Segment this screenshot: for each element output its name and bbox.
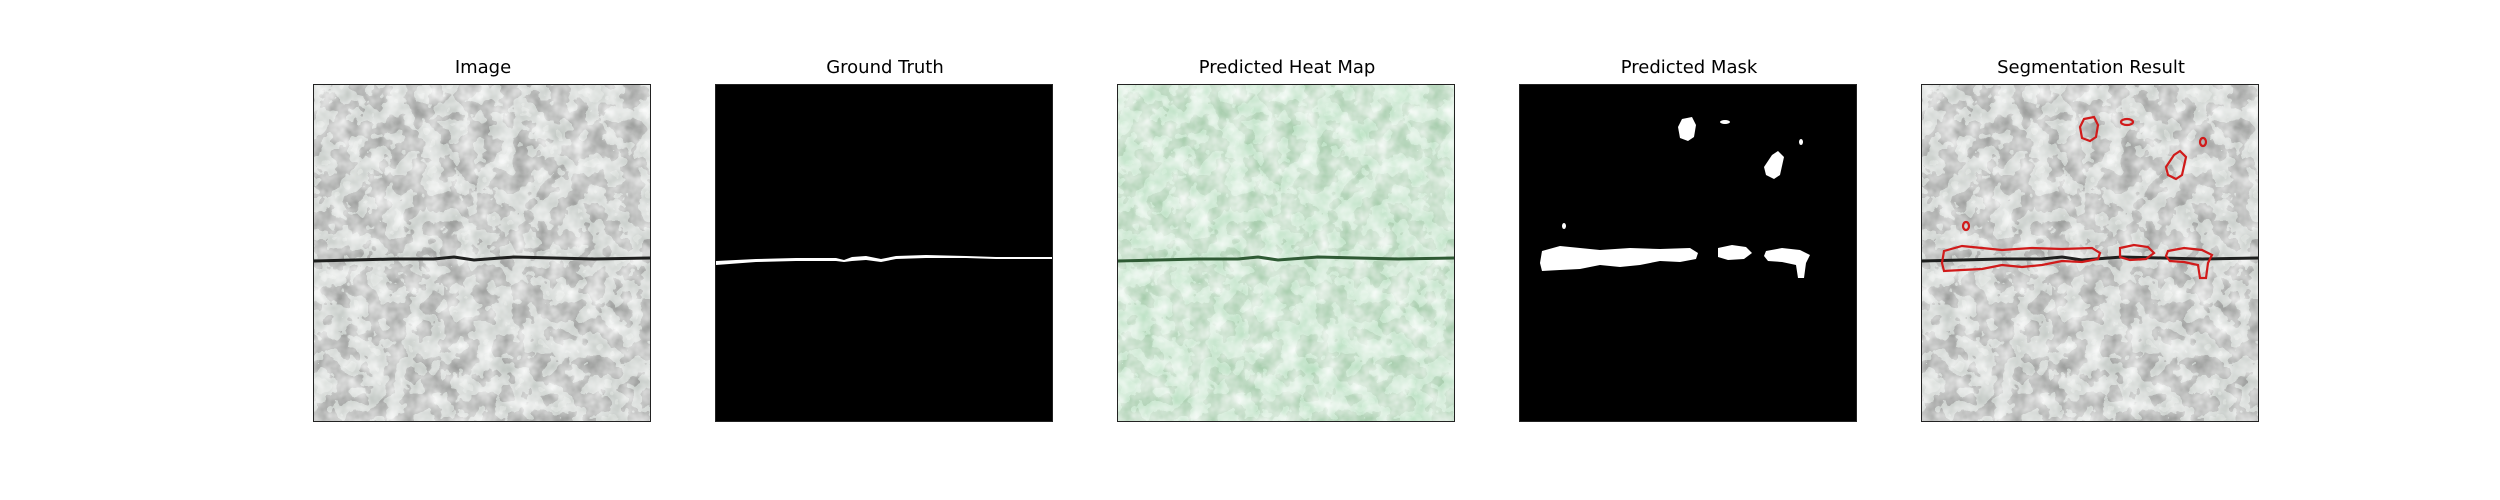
mask-blob <box>1720 120 1730 124</box>
segmentation-view <box>1922 85 2258 421</box>
mask-blob <box>1764 151 1784 179</box>
contour <box>2198 136 2208 148</box>
crack-line <box>314 255 650 263</box>
image-view <box>314 85 650 421</box>
mask-blob <box>1678 117 1696 141</box>
panel-segmentation: Segmentation Result <box>1921 56 2261 446</box>
heat-map-frame <box>1117 84 1455 422</box>
panel-title: Image <box>454 57 512 78</box>
heat-map-view <box>1118 85 1454 421</box>
panel-mask: Predicted Mask <box>1519 56 1859 446</box>
panel-heat-map: Predicted Heat Map <box>1117 56 1457 446</box>
contour <box>2119 117 2135 127</box>
segmentation-contours <box>1940 115 2214 280</box>
heat-crack-line <box>1118 255 1454 263</box>
crack-line <box>1922 255 2258 263</box>
mask-crack-segment <box>1718 245 1752 260</box>
heat-texture <box>1118 85 1454 421</box>
ground-truth-crack <box>716 255 1052 265</box>
texture-background <box>314 85 650 421</box>
mask-background <box>716 85 1052 421</box>
mask-blob <box>1562 223 1566 229</box>
segmentation-frame <box>1921 84 2259 422</box>
mask-crack-segment <box>1540 246 1698 271</box>
ground-truth-view <box>716 85 1052 421</box>
mask-view <box>1520 85 1856 421</box>
panel-ground-truth: Ground Truth <box>715 56 1055 446</box>
ground-truth-frame <box>715 84 1053 422</box>
panel-title: Predicted Mask <box>1620 57 1758 78</box>
panel-title: Ground Truth <box>826 57 944 78</box>
contour <box>2078 115 2100 143</box>
mask-frame <box>1519 84 1857 422</box>
panel-image: Image <box>313 56 653 446</box>
panel-title: Segmentation Result <box>1997 57 2185 78</box>
contour <box>1940 244 2102 273</box>
mask-crack-segment <box>1764 248 1810 278</box>
mask-blob <box>1799 139 1803 145</box>
contour <box>2118 243 2156 262</box>
contour <box>2164 246 2214 280</box>
contour <box>1961 220 1971 232</box>
panel-title: Predicted Heat Map <box>1198 57 1376 78</box>
contour <box>2164 149 2188 181</box>
image-frame <box>313 84 651 422</box>
